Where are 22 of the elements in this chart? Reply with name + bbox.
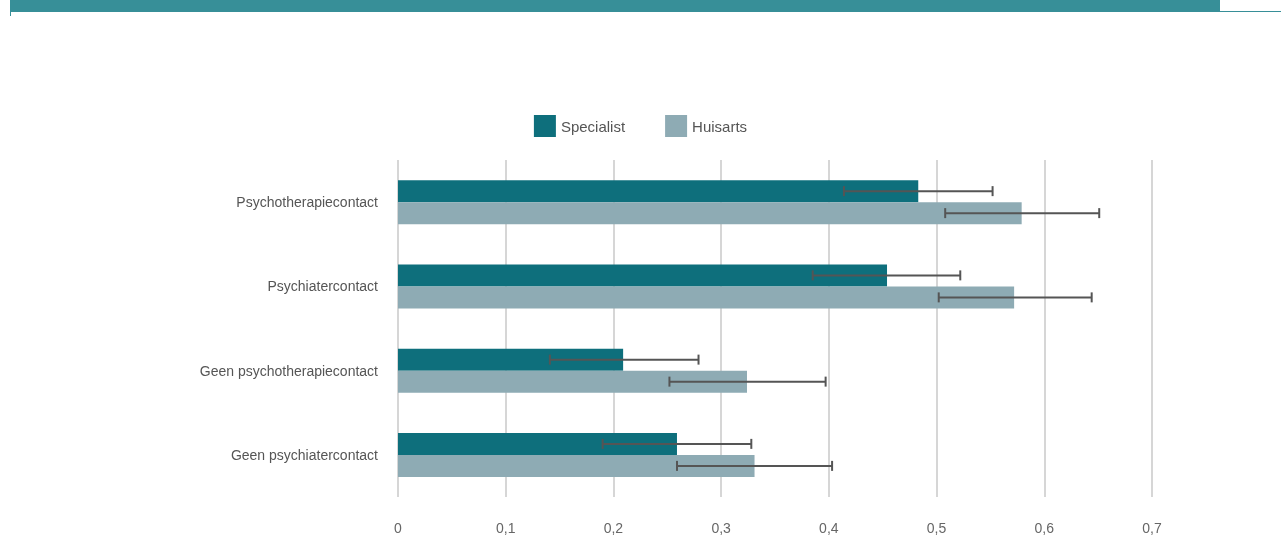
y-tick-label: Geen psychotherapiecontact: [199, 362, 379, 379]
x-tick-label: 0,3: [711, 520, 732, 536]
bar: [398, 432, 677, 455]
bar: [398, 348, 624, 371]
y-tick-label: Geen psychiatercontact: [230, 446, 379, 463]
x-tick-label: 0,2: [603, 520, 624, 536]
bar: [398, 286, 1015, 309]
y-tick-label: Psychotherapiecontact: [236, 194, 379, 211]
legend-label: Huisarts: [692, 117, 748, 135]
x-tick-label: 0,7: [1142, 520, 1162, 536]
x-tick-label: 0,5: [926, 520, 947, 536]
y-tick-label: Psychiatercontact: [267, 278, 379, 295]
x-tick-label: 0,4: [819, 520, 839, 536]
bar: [398, 370, 747, 393]
legend-label: Specialist: [560, 117, 626, 135]
bar: [398, 454, 755, 477]
x-tick-label: 0,6: [1034, 520, 1055, 536]
bar: [398, 264, 888, 287]
bar: [398, 180, 919, 203]
x-tick-label: 0: [394, 520, 403, 536]
x-tick-label: 0,1: [495, 520, 516, 536]
bar: [398, 202, 1022, 225]
